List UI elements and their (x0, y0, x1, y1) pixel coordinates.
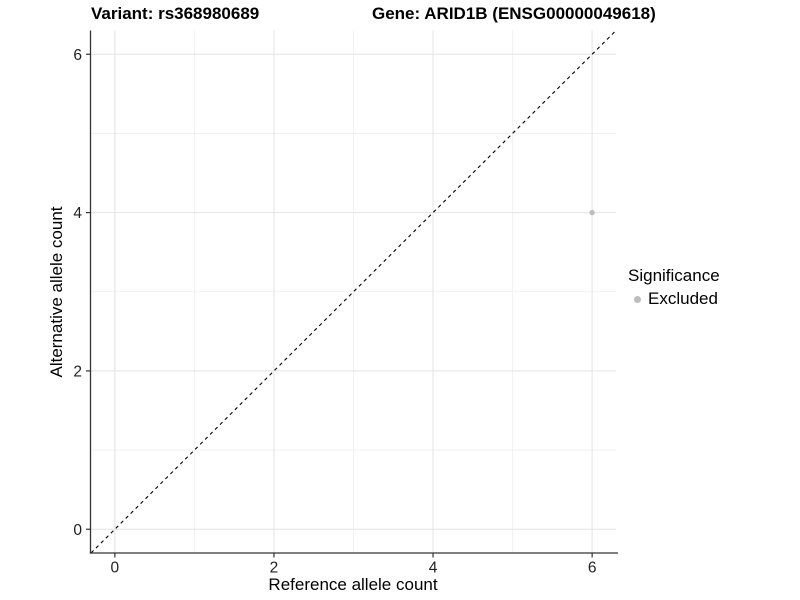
x-axis-title: Reference allele count (268, 575, 438, 594)
legend-item-label: Excluded (648, 289, 718, 308)
x-tick-label: 4 (429, 560, 438, 577)
identity-dashed-line (90, 30, 617, 554)
y-tick-label: 4 (73, 205, 82, 222)
y-tick-label: 6 (73, 47, 82, 64)
legend: Significance Excluded (628, 266, 720, 309)
legend-item-excluded: Excluded (628, 289, 720, 309)
plot-title-gene: Gene: ARID1B (ENSG00000049618) (372, 4, 656, 23)
x-tick-label: 0 (111, 560, 120, 577)
x-tick-label: 6 (588, 560, 597, 577)
data-point (589, 209, 595, 216)
y-axis-title: Alternative allele count (47, 206, 66, 378)
plot-title-variant: Variant: rs368980689 (91, 4, 260, 23)
excluded-point-icon (634, 295, 641, 303)
y-tick-label: 0 (73, 522, 82, 539)
legend-title: Significance (628, 266, 720, 285)
x-tick-label: 2 (270, 560, 279, 577)
y-tick-label: 2 (73, 363, 82, 380)
